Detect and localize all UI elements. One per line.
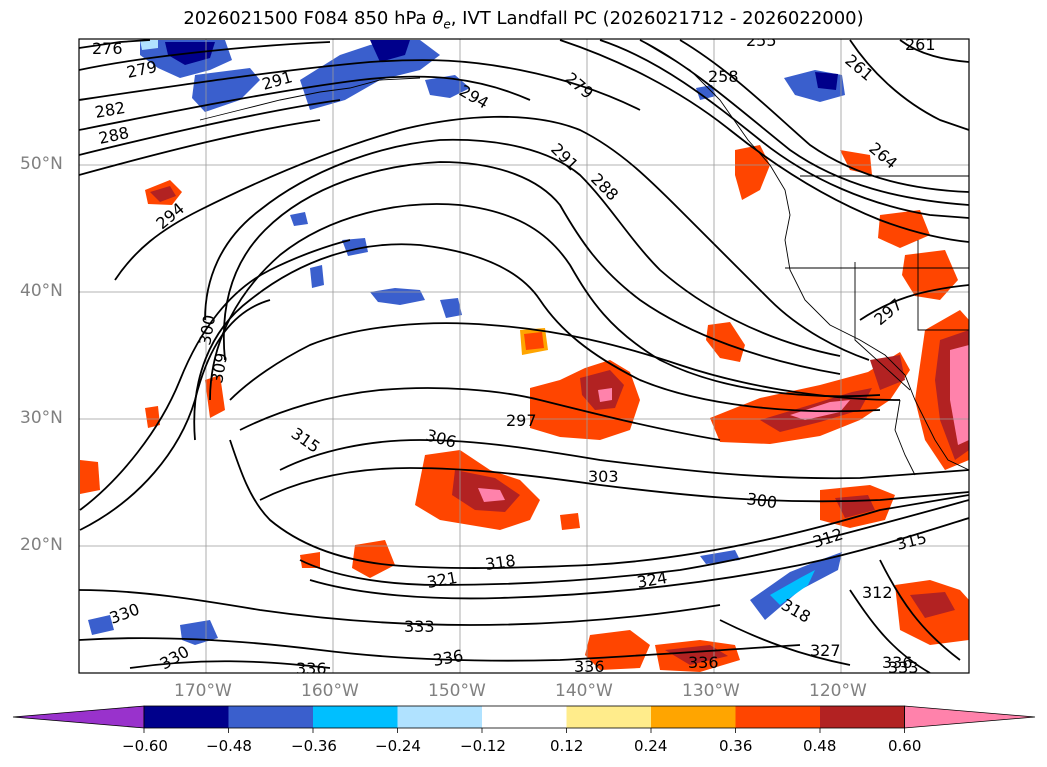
- latitude-label: 30°N: [20, 408, 63, 428]
- longitude-label: 120°W: [809, 681, 867, 701]
- colorbar: [12, 705, 1036, 733]
- map-frame: [78, 38, 970, 674]
- contour-label: 318: [484, 551, 517, 574]
- colorbar-bin: [735, 706, 820, 728]
- longitude-label: 160°W: [301, 681, 359, 701]
- colorbar-tick-label: −0.36: [291, 737, 337, 755]
- longitude-label: 140°W: [555, 681, 613, 701]
- longitude-label: 130°W: [682, 681, 740, 701]
- contour-label: 297: [506, 411, 537, 430]
- contour-label: 336: [296, 659, 327, 678]
- contour-label: 255: [746, 31, 777, 50]
- contour-label: 333: [888, 658, 919, 677]
- colorbar-tick-label: −0.60: [122, 737, 168, 755]
- colorbar-tick-label: 0.36: [719, 737, 753, 755]
- colorbar-bin: [820, 706, 905, 728]
- contour-label: 300: [745, 489, 778, 512]
- colorbar-tick-label: −0.48: [206, 737, 252, 755]
- positive-pc-shading: [80, 145, 969, 672]
- contour-label: 261: [905, 35, 936, 54]
- colorbar-tick-label: −0.24: [375, 737, 421, 755]
- longitude-label: 150°W: [428, 681, 486, 701]
- latitude-label: 40°N: [20, 281, 63, 301]
- contour-label: 312: [862, 583, 893, 602]
- figure-title: 2026021500 F084 850 hPa θe, IVT Landfall…: [183, 8, 864, 32]
- colorbar-high-extension: [904, 705, 1036, 729]
- contour-label: 333: [404, 617, 435, 636]
- colorbar-tick-label: 0.48: [803, 737, 837, 755]
- theta-e-contours: [79, 39, 969, 673]
- colorbar-bin: [482, 706, 567, 728]
- colorbar-bin: [566, 706, 651, 728]
- colorbar-tick-label: −0.12: [460, 737, 506, 755]
- colorbar-tick-label: 0.12: [550, 737, 584, 755]
- contour-label: 258: [708, 67, 739, 86]
- contour-label: 303: [588, 467, 619, 486]
- colorbar-bin: [228, 706, 313, 728]
- longitude-label: 170°W: [174, 681, 232, 701]
- contour-label: 336: [574, 657, 605, 676]
- colorbar-tick-label: 0.24: [634, 737, 668, 755]
- latitude-label: 20°N: [20, 535, 63, 555]
- map-grid: [79, 39, 969, 673]
- colorbar-bin: [651, 706, 736, 728]
- contour-label: 327: [810, 641, 841, 660]
- colorbar-bin: [144, 706, 229, 728]
- colorbar-bin: [313, 706, 398, 728]
- colorbar-tick-label: 0.60: [888, 737, 922, 755]
- coastlines: [199, 39, 969, 476]
- contour-label: 336: [882, 653, 913, 672]
- contour-label: 336: [688, 653, 719, 672]
- latitude-label: 50°N: [20, 154, 63, 174]
- contour-label: 276: [92, 39, 123, 58]
- colorbar-bin: [397, 706, 482, 728]
- colorbar-low-extension: [12, 705, 145, 729]
- colorbar-frame: [143, 705, 905, 729]
